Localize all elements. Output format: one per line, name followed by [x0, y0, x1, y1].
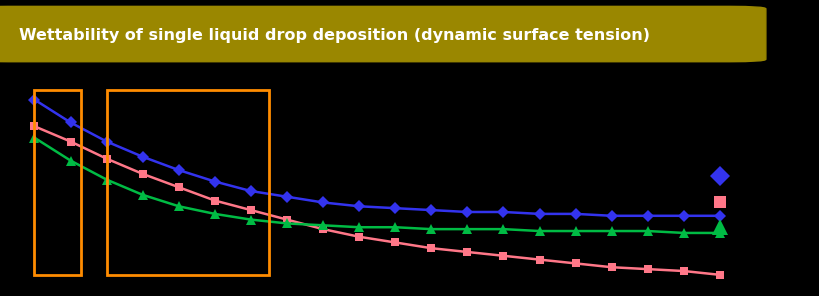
Bar	[34, 90, 81, 275]
Bar	[106, 90, 269, 275]
FancyBboxPatch shape	[0, 6, 765, 62]
Text: Wettability of single liquid drop deposition (dynamic surface tension): Wettability of single liquid drop deposi…	[19, 28, 649, 43]
